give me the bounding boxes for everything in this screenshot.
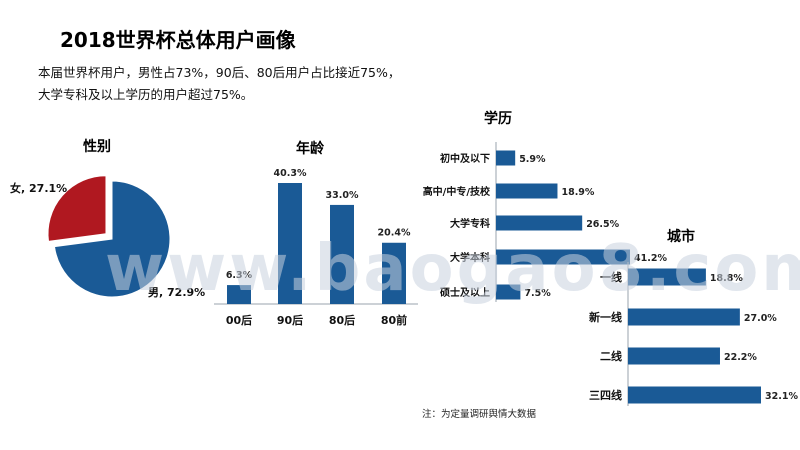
education-chart-title: 学历 [484, 111, 512, 127]
gender-chart-title: 性别 [83, 139, 111, 155]
age-bar-value-label: 6.3% [226, 270, 253, 281]
age-tick-label: 80前 [381, 313, 407, 327]
age-bar [278, 183, 302, 304]
city-bar-value-label: 18.8% [710, 273, 743, 284]
education-bar-value-label: 5.9% [519, 154, 546, 165]
education-tick-label: 大学专科 [450, 217, 490, 230]
age-bar-value-label: 33.0% [326, 190, 359, 201]
city-bar [628, 268, 706, 286]
city-tick-label: 新一线 [589, 310, 622, 324]
city-bar [628, 347, 720, 365]
education-bar-chart: 初中及以下 5.9% 高中/中专/技校 18.9% 大学专科 26.5% 大学本科 41.2%… [423, 142, 667, 302]
education-tick-label: 高中/中专/技校 [423, 185, 491, 198]
page-subtitle: 本届世界杯用户，男性占73%，90后、80后用户占比接近75%， 大学专科及以上… [38, 62, 400, 106]
gender-pie-chart: 女, 27.1% 男, 72.9% [10, 175, 205, 299]
education-bar-value-label: 18.9% [561, 187, 594, 198]
education-bar-value-label: 7.5% [524, 288, 551, 299]
education-bar-value-label: 26.5% [586, 219, 619, 230]
education-bar [496, 150, 516, 166]
age-tick-label: 90后 [277, 313, 303, 327]
age-chart-title: 年龄 [296, 141, 324, 157]
city-bar-chart: 一线 18.8% 新一线 27.0% 二线 22.2% 三四线 32.1% [589, 262, 798, 406]
age-bar-chart: 6.3% 00后 40.3% 90后 33.0% 80后 20.4% 80前 [214, 168, 418, 327]
education-tick-label: 初中及以下 [440, 152, 490, 165]
pie-label-male: 男, 72.9% [148, 286, 205, 299]
education-tick-label: 大学本科 [450, 251, 490, 264]
age-bar [330, 204, 354, 304]
education-bar-value-label: 41.2% [634, 253, 667, 264]
footnote: 注：为定量调研舆情大数据 [422, 409, 537, 420]
subtitle-line-1: 本届世界杯用户，男性占73%，90后、80后用户占比接近75%， [38, 65, 401, 80]
subtitle-line-2: 大学专科及以上学历的用户超过75%。 [38, 87, 254, 102]
pie-slice-female [47, 175, 107, 242]
education-bar [496, 284, 521, 300]
education-tick-label: 硕士及以上 [440, 286, 490, 299]
education-bar [496, 215, 583, 231]
city-tick-label: 三四线 [589, 388, 622, 402]
education-bar [496, 183, 558, 199]
education-bar [496, 249, 630, 265]
city-bar-value-label: 27.0% [744, 313, 777, 324]
age-tick-label: 80后 [329, 313, 355, 327]
city-bar [628, 308, 740, 326]
age-bar-value-label: 40.3% [274, 168, 307, 179]
city-tick-label: 一线 [600, 270, 622, 284]
age-bar [227, 285, 251, 304]
age-bar [382, 242, 406, 304]
city-bar [628, 386, 761, 404]
city-bar-value-label: 22.2% [724, 352, 757, 363]
pie-label-female: 女, 27.1% [10, 181, 67, 195]
pie-slice-male [53, 180, 171, 298]
page-title: 2018世界杯总体用户画像 [60, 28, 296, 52]
city-tick-label: 二线 [600, 349, 622, 363]
city-chart-title: 城市 [667, 229, 695, 245]
age-bar-value-label: 20.4% [378, 228, 411, 239]
city-bar-value-label: 32.1% [765, 391, 798, 402]
age-tick-label: 00后 [226, 313, 252, 327]
